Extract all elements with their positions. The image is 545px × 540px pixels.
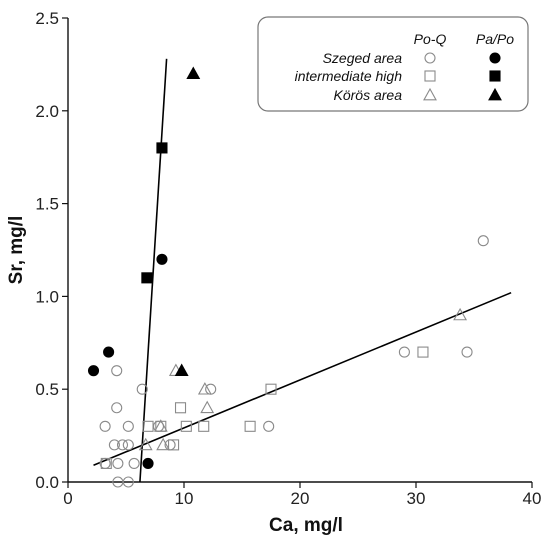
data-point: [108, 439, 120, 451]
legend-header-po-q: Po-Q: [414, 31, 447, 47]
data-point: [138, 437, 153, 451]
data-point: [186, 66, 201, 80]
series-szeged-area-po-q: [99, 235, 489, 488]
data-point: [111, 402, 123, 414]
y-tick-label: 2.5: [35, 9, 59, 28]
data-point: [122, 476, 134, 488]
data-point: [174, 402, 187, 414]
axes: 0 10 20 30 40 0.0 0.5 1.0 1.5 2.0 2.5: [35, 9, 541, 508]
data-point: [265, 383, 277, 395]
trend-line: [139, 58, 168, 483]
data-point: [136, 383, 148, 395]
x-tick-label: 0: [63, 489, 72, 508]
data-point: [100, 457, 112, 469]
legend-symbol-circle-open: [424, 52, 436, 64]
series-intermediate-high-po-q: [100, 346, 429, 469]
data-point: [168, 439, 180, 451]
legend-symbol-triangle-open: [423, 87, 437, 101]
y-tick-label: 1.0: [35, 287, 59, 306]
y-tick-label: 0.0: [35, 473, 59, 492]
data-points: [87, 66, 489, 488]
data-point: [112, 457, 124, 469]
legend-label-koros-area: Körös area: [334, 87, 403, 103]
series-szeged-area-pa-po: [87, 253, 168, 469]
data-point: [244, 420, 256, 432]
data-point: [142, 457, 154, 469]
data-point: [174, 363, 189, 376]
data-point: [99, 420, 111, 432]
data-point: [180, 420, 192, 432]
legend-symbol-square-open: [424, 70, 436, 82]
data-point: [197, 382, 212, 395]
series-k-r-s-area-pa-po: [174, 66, 201, 376]
trend-line: [93, 291, 512, 467]
data-point: [111, 365, 123, 377]
data-point: [116, 439, 129, 451]
legend-label-intermediate-high: intermediate high: [295, 68, 403, 84]
data-point: [200, 400, 215, 414]
legend-symbol-square-filled: [489, 70, 501, 82]
data-point: [453, 307, 468, 321]
x-tick-label: 30: [407, 489, 426, 508]
series-intermediate-high-pa-po: [141, 142, 168, 284]
trend-lines: [93, 58, 512, 483]
data-point: [156, 142, 168, 154]
data-point: [198, 420, 210, 432]
data-point: [87, 365, 100, 377]
data-point: [461, 346, 473, 358]
legend-box: [257, 16, 529, 112]
legend-header-pa-po: Pa/Po: [476, 31, 514, 47]
data-point: [263, 420, 275, 432]
y-tick-label: 2.0: [35, 102, 59, 121]
data-point: [141, 272, 153, 284]
data-point: [128, 457, 140, 469]
x-tick-label: 10: [175, 489, 194, 508]
data-point: [122, 439, 134, 451]
data-point: [103, 346, 115, 358]
data-point: [398, 346, 410, 358]
y-tick-label: 1.5: [35, 195, 59, 214]
data-point: [153, 419, 168, 432]
y-tick-label: 0.5: [35, 380, 59, 399]
data-point: [477, 235, 489, 247]
data-point: [122, 420, 134, 432]
data-point: [142, 420, 154, 432]
legend-symbols: [423, 52, 502, 101]
data-point: [417, 346, 429, 358]
data-point: [156, 253, 168, 265]
legend-label-szeged-area: Szeged area: [323, 50, 403, 66]
legend: Po-Q Pa/Po Szeged area intermediate high…: [257, 16, 529, 112]
x-tick-label: 40: [523, 489, 542, 508]
y-axis-title: Sr, mg/l: [6, 216, 27, 285]
legend-symbol-circle-filled: [489, 52, 501, 64]
x-axis-title: Ca, mg/l: [269, 515, 343, 536]
data-point: [156, 437, 171, 451]
legend-symbol-triangle-filled: [488, 87, 502, 101]
x-tick-label: 20: [291, 489, 310, 508]
